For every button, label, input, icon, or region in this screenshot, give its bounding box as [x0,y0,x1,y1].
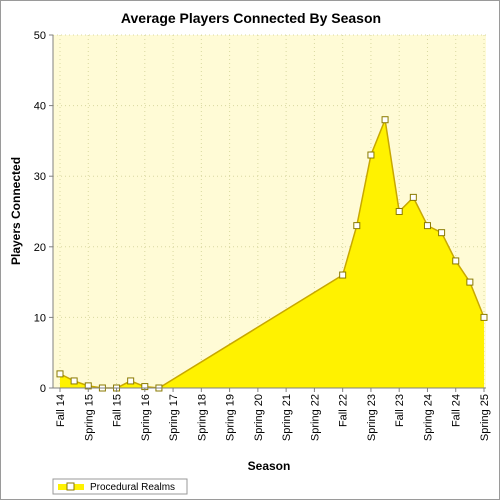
x-tick-label: Spring 19 [225,394,237,441]
legend-marker [66,482,75,491]
legend-label: Procedural Realms [90,482,175,493]
legend: Procedural Realms [52,478,188,495]
data-point [409,193,417,201]
x-tick-label: Spring 20 [253,394,265,441]
data-point [438,229,446,237]
y-tick-labels: 0 10 20 30 40 50 [34,30,46,395]
x-tick-label: Spring 23 [366,394,378,441]
data-point [423,222,431,230]
x-tick-label: Spring 18 [196,394,208,441]
y-tick-label: 0 [40,383,46,395]
x-tick-label: Spring 21 [281,394,293,441]
data-point [466,278,474,286]
data-point [480,313,488,321]
x-tick-label: Spring 25 [479,394,491,441]
data-point [127,377,135,385]
data-point [56,370,64,378]
data-point [395,208,403,215]
x-tick-label: Fall 14 [55,394,67,427]
chart-title: Average Players Connected By Season [121,10,381,26]
x-tick-label: Fall 15 [112,394,124,427]
axis-layer [49,34,486,392]
data-point [70,377,78,385]
data-point [339,271,347,279]
y-axis-title: Players Connected [9,157,23,265]
x-tick-label: Spring 22 [309,394,321,441]
x-tick-label: Spring 17 [168,394,180,441]
data-point [452,257,460,265]
y-tick-label: 10 [34,312,46,324]
data-point [353,222,361,230]
x-tick-label: Fall 24 [451,394,463,427]
y-tick-label: 20 [34,242,46,254]
y-tick-label: 40 [34,101,46,113]
x-tick-label: Spring 24 [422,394,434,441]
x-tick-label: Fall 23 [394,394,406,427]
data-point [367,151,375,159]
series-area [60,119,484,388]
x-tick-label: Spring 15 [83,394,95,441]
x-tick-label: Fall 22 [338,394,350,427]
data-point [381,116,389,124]
x-tick-labels: Fall 14 Spring 15 Fall 15 Spring 16 Spring 1… [55,394,491,441]
x-tick-label: Spring 16 [140,394,152,441]
legend-box [52,478,188,495]
x-axis-title: Season [248,459,291,473]
y-tick-label: 50 [34,30,46,42]
y-tick-label: 30 [34,171,46,183]
